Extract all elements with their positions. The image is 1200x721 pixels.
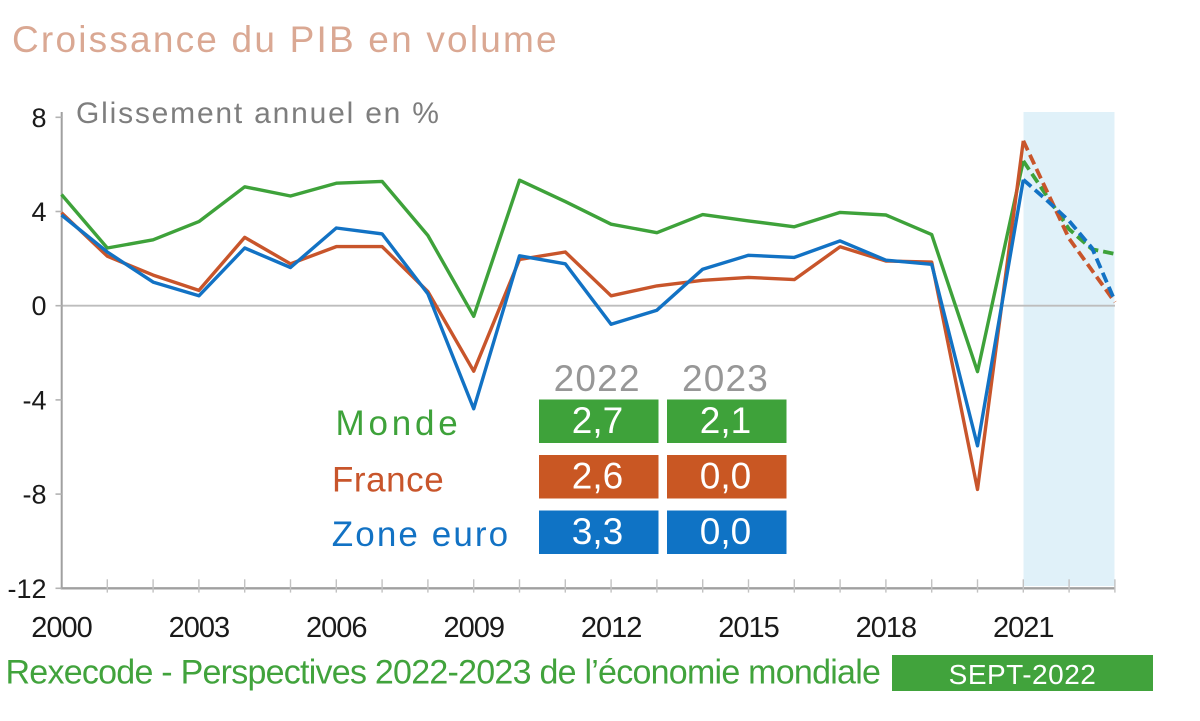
svg-text:Zone euro: Zone euro — [332, 515, 510, 554]
svg-text:3,3: 3,3 — [572, 511, 623, 552]
svg-text:0: 0 — [31, 291, 46, 321]
svg-text:0,0: 0,0 — [700, 455, 751, 496]
svg-text:2022: 2022 — [554, 358, 641, 399]
svg-text:France: France — [332, 461, 444, 500]
svg-text:Rexecode - Perspectives 2022-2: Rexecode - Perspectives 2022-2023 de l’é… — [6, 654, 881, 692]
svg-text:SEPT-2022: SEPT-2022 — [949, 659, 1097, 690]
svg-text:2023: 2023 — [682, 358, 769, 399]
svg-text:Croissance du PIB en volume: Croissance du PIB en volume — [12, 19, 559, 60]
svg-text:2,1: 2,1 — [700, 400, 751, 441]
svg-text:-12: -12 — [7, 574, 46, 604]
svg-text:0,0: 0,0 — [700, 511, 751, 552]
svg-text:2012: 2012 — [581, 612, 642, 644]
svg-text:2015: 2015 — [718, 612, 779, 644]
svg-text:-4: -4 — [22, 385, 46, 415]
svg-text:2009: 2009 — [443, 612, 504, 644]
svg-text:4: 4 — [31, 197, 46, 227]
svg-text:8: 8 — [31, 103, 46, 133]
svg-text:2006: 2006 — [306, 612, 367, 644]
svg-text:-8: -8 — [22, 480, 46, 510]
svg-text:2021: 2021 — [993, 612, 1054, 644]
svg-text:2018: 2018 — [856, 612, 917, 644]
svg-text:2003: 2003 — [169, 612, 230, 644]
svg-text:Monde: Monde — [336, 404, 462, 443]
svg-text:2,6: 2,6 — [572, 455, 623, 496]
svg-text:2,7: 2,7 — [572, 400, 623, 441]
svg-text:Glissement annuel en %: Glissement annuel en % — [76, 97, 441, 130]
svg-text:2000: 2000 — [31, 612, 92, 644]
